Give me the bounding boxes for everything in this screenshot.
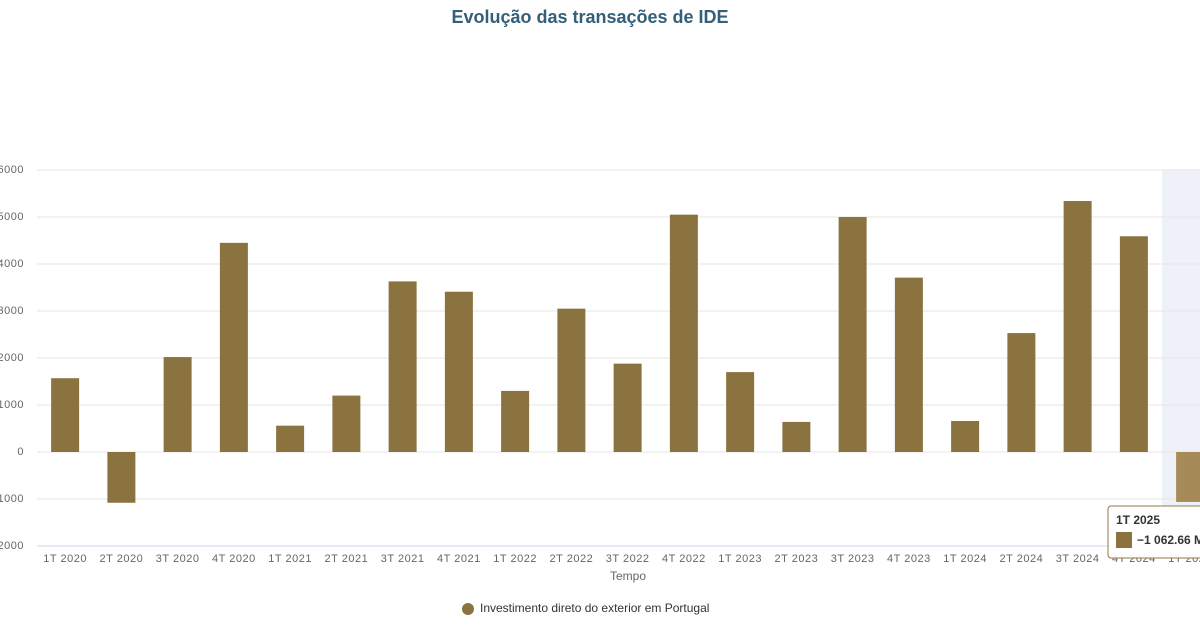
bar (501, 390, 530, 452)
bar (613, 363, 642, 452)
y-tick-label: 1000 (0, 399, 24, 411)
y-tick-label: 3000 (0, 305, 24, 317)
x-tick-label: 2T 2021 (325, 553, 369, 565)
tooltip-swatch (1116, 532, 1132, 548)
x-tick-label: 1T 2021 (268, 553, 312, 565)
x-tick-label: 1T 2020 (43, 553, 87, 565)
x-tick-label: 3T 2022 (606, 553, 650, 565)
bar (388, 281, 417, 452)
bar (1063, 201, 1092, 452)
x-tick-label: 1T 2022 (493, 553, 537, 565)
bar (557, 308, 586, 452)
bar (782, 421, 811, 452)
y-tick-label: 4000 (0, 258, 24, 270)
bar (107, 452, 136, 503)
tooltip: 1T 2025 −1 062.66 M€ (1107, 505, 1200, 559)
x-axis-title: Tempo (610, 569, 646, 583)
y-tick-label: 5000 (0, 211, 24, 223)
x-tick-label: 2T 2024 (1000, 553, 1044, 565)
bar (163, 357, 192, 452)
x-tick-label: 3T 2020 (156, 553, 200, 565)
legend-label: Investimento direto do exterior em Portu… (480, 601, 709, 615)
tooltip-category: 1T 2025 (1116, 513, 1160, 527)
bar (1119, 236, 1148, 452)
y-tick-label: 0 (17, 446, 24, 458)
x-tick-label: 4T 2021 (437, 553, 481, 565)
x-tick-label: 2T 2022 (550, 553, 594, 565)
x-tick-label: 3T 2021 (381, 553, 425, 565)
y-tick-label: 2000 (0, 352, 24, 364)
bar (951, 420, 980, 452)
x-tick-label: 4T 2022 (662, 553, 706, 565)
bar (219, 242, 248, 452)
x-tick-label: 3T 2023 (831, 553, 875, 565)
x-tick-label: 1T 2023 (718, 553, 762, 565)
bar (444, 291, 473, 452)
x-tick-label: 2T 2023 (775, 553, 819, 565)
y-tick-label: −1000 (0, 493, 24, 505)
y-tick-label: 6000 (0, 164, 24, 176)
bar (894, 277, 923, 452)
legend-marker (462, 603, 474, 615)
x-tick-label: 2T 2020 (100, 553, 144, 565)
bar (332, 395, 361, 452)
chart-title: Evolução das transações de IDE (451, 7, 728, 27)
x-tick-label: 4T 2020 (212, 553, 256, 565)
y-tick-label: −2000 (0, 540, 24, 552)
tooltip-value: −1 062.66 M€ (1137, 533, 1200, 547)
bar (276, 425, 305, 452)
bar (726, 372, 755, 452)
x-tick-label: 4T 2023 (887, 553, 931, 565)
bar (669, 214, 698, 452)
bar (1007, 333, 1036, 452)
bar (1176, 452, 1200, 502)
bar (838, 217, 867, 452)
x-tick-label: 3T 2024 (1056, 553, 1100, 565)
bar (51, 378, 80, 452)
x-tick-label: 1T 2024 (943, 553, 987, 565)
